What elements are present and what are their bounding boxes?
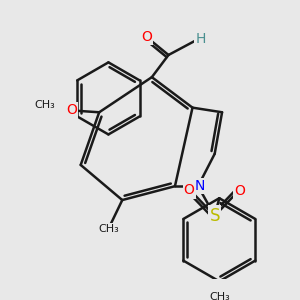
Text: O: O	[184, 183, 195, 197]
Text: CH₃: CH₃	[35, 100, 56, 110]
Text: O: O	[141, 30, 152, 44]
Text: CH₃: CH₃	[98, 224, 119, 234]
Text: N: N	[194, 179, 205, 193]
Text: H: H	[195, 32, 206, 46]
Text: CH₃: CH₃	[209, 292, 230, 300]
Text: O: O	[234, 184, 245, 198]
Text: O: O	[66, 103, 77, 117]
Text: S: S	[209, 207, 220, 225]
